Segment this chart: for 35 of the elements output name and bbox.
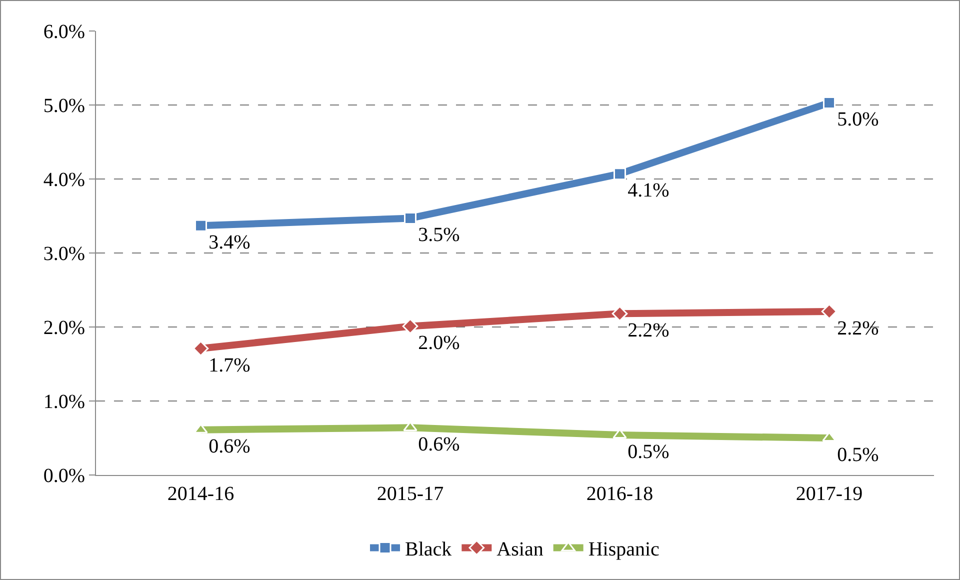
y-tick-label: 4.0% xyxy=(43,169,85,191)
point xyxy=(821,304,838,320)
legend-label: Asian xyxy=(496,538,544,561)
point xyxy=(823,96,836,110)
x-tick-label: 2017-19 xyxy=(796,483,863,505)
y-tick-label: 3.0% xyxy=(43,243,85,265)
point xyxy=(612,428,627,439)
point xyxy=(612,306,628,322)
point xyxy=(192,340,209,356)
x-tick-label: 2016-18 xyxy=(586,483,654,505)
point xyxy=(402,318,418,334)
data-label: 5.0% xyxy=(837,108,879,131)
data-label: 3.5% xyxy=(418,224,460,246)
data-label: 0.6% xyxy=(418,434,460,456)
data-label: 4.1% xyxy=(628,180,670,202)
data-label: 0.6% xyxy=(208,436,250,458)
legend-label: Black xyxy=(405,538,452,561)
y-tick-label: 5.0% xyxy=(43,95,85,117)
data-label: 2.2% xyxy=(628,320,670,342)
x-tick-label: 2014-16 xyxy=(167,483,234,505)
y-tick-label: 1.0% xyxy=(43,391,85,413)
data-label: 1.7% xyxy=(208,354,250,376)
x-tick-label: 2015-17 xyxy=(376,483,444,505)
y-tick-label: 6.0% xyxy=(43,21,85,43)
point xyxy=(404,212,416,224)
y-tick-label: 2.0% xyxy=(43,317,85,339)
data-label: 0.5% xyxy=(628,440,670,463)
data-label: 3.4% xyxy=(208,231,250,254)
data-label: 2.0% xyxy=(418,332,460,354)
y-tick-label: 0.0% xyxy=(43,465,85,487)
point xyxy=(614,168,626,180)
data-label: 2.2% xyxy=(837,317,879,340)
point xyxy=(194,219,207,232)
legend-label: Hispanic xyxy=(588,538,660,561)
data-label: 0.5% xyxy=(837,444,879,466)
